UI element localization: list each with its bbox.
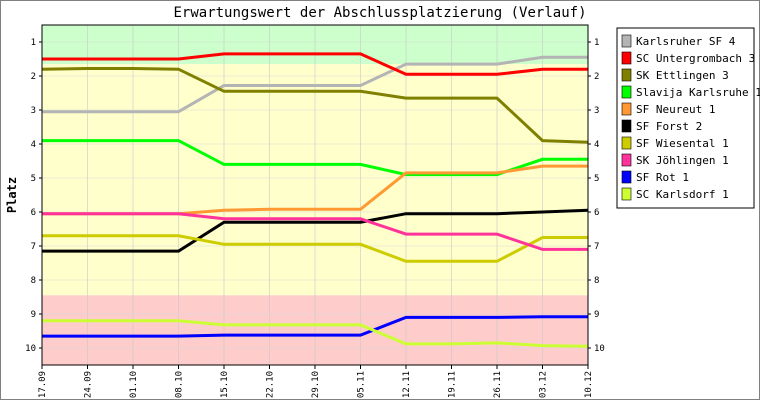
x-tick-label: 05.11 xyxy=(357,371,367,398)
x-tick-label: 03.12 xyxy=(539,371,549,398)
x-tick-label: 22.10 xyxy=(266,371,276,398)
series-line-1 xyxy=(42,52,588,76)
x-tick-label: 01.10 xyxy=(129,371,139,398)
y-tick-label: 9 xyxy=(31,310,36,320)
y-tick-label: 1 xyxy=(31,38,36,48)
x-tick-label: 29.10 xyxy=(311,371,321,398)
series-line-5 xyxy=(42,208,589,253)
legend-swatch-9 xyxy=(621,187,632,201)
legend-swatch-1 xyxy=(621,51,632,65)
x-tick-label: 19.11 xyxy=(448,371,458,398)
x-tick-label: 26.11 xyxy=(493,371,503,398)
legend-label-8: SF Rot 1 xyxy=(636,171,689,184)
legend-label-2: SK Ettlingen 3 xyxy=(636,69,729,82)
y-tick-label: 7 xyxy=(31,242,36,252)
series-line-7 xyxy=(42,212,588,251)
legend: Karlsruher SF 4 SC Untergrombach 3 SK Ettl… xyxy=(616,27,760,209)
series-line-8 xyxy=(42,315,588,338)
series-line-3 xyxy=(42,139,588,177)
y-tick-label-right: 6 xyxy=(594,208,599,218)
x-tick-label: 10.12 xyxy=(584,371,594,398)
legend-swatch-8 xyxy=(621,170,632,184)
y-tick-label: 8 xyxy=(31,276,36,286)
x-tick-label: 17.09 xyxy=(38,371,48,398)
legend-label-1: SC Untergrombach 3 xyxy=(636,52,755,65)
y-tick-label: 2 xyxy=(31,72,36,82)
legend-label-5: SF Forst 2 xyxy=(636,120,702,133)
y-tick-label-right: 9 xyxy=(594,310,599,320)
x-tick-label: 08.10 xyxy=(175,371,185,398)
legend-swatch-6 xyxy=(621,136,632,150)
legend-box xyxy=(616,27,755,209)
legend-label-3: Slavija Karlsruhe 1 xyxy=(636,86,760,99)
legend-swatch-4 xyxy=(621,102,632,116)
series-lines xyxy=(41,52,589,348)
legend-label-7: SK Jöhlingen 1 xyxy=(636,154,729,167)
x-tick-label: 24.09 xyxy=(84,371,94,398)
legend-swatch-2 xyxy=(621,68,632,82)
series-line-6 xyxy=(42,234,588,263)
series-line-0 xyxy=(42,55,588,114)
y-tick-label-right: 10 xyxy=(594,344,605,354)
legend-label-9: SC Karlsdorf 1 xyxy=(636,188,729,201)
y-tick-label-right: 3 xyxy=(594,106,599,116)
y-tick-label-right: 5 xyxy=(594,174,599,184)
x-tick-label: 12.11 xyxy=(402,371,412,398)
legend-label-4: SF Neureut 1 xyxy=(636,103,715,116)
chart-title: Erwartungswert der Abschlussplatzierung … xyxy=(173,5,586,21)
legend-swatch-3 xyxy=(621,85,632,99)
y-tick-labels-left: 1 2 3 4 5 6 7 8 9 10 xyxy=(25,38,42,354)
legend-swatch-5 xyxy=(621,119,632,133)
y-tick-label-right: 2 xyxy=(594,72,599,82)
x-tick-labels: 17.09 24.09 01.10 08.10 15.10 22.10 29.10 05.11… xyxy=(38,365,594,398)
y-tick-label: 4 xyxy=(31,140,36,150)
y-tick-label: 10 xyxy=(25,344,36,354)
y-tick-label: 5 xyxy=(31,174,36,184)
legend-label-6: SF Wiesental 1 xyxy=(636,137,729,150)
y-tick-label-right: 7 xyxy=(594,242,599,252)
y-tick-label-right: 1 xyxy=(594,38,599,48)
series-line-2 xyxy=(41,67,589,144)
legend-swatch-0 xyxy=(621,34,632,48)
series-line-9 xyxy=(42,319,589,348)
y-tick-label: 6 xyxy=(31,208,36,218)
y-tick-label-right: 4 xyxy=(594,140,599,150)
y-axis-label: Platz xyxy=(5,177,19,213)
legend-label-0: Karlsruher SF 4 xyxy=(636,35,736,48)
legend-swatch-7 xyxy=(621,153,632,167)
y-tick-labels-right: 1 2 3 4 5 6 7 8 9 10 xyxy=(588,38,605,354)
y-tick-label-right: 8 xyxy=(594,276,599,286)
x-tick-label: 15.10 xyxy=(220,371,230,398)
y-tick-label: 3 xyxy=(31,106,36,116)
